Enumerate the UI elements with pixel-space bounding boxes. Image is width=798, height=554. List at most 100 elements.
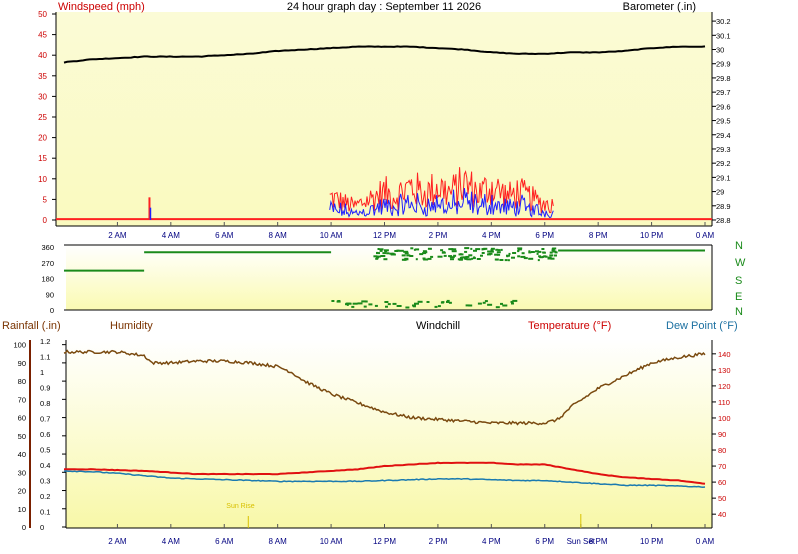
wind-direction-point: [496, 251, 501, 254]
humidity-tick-label: 20: [18, 487, 26, 496]
wind-direction-point: [520, 255, 526, 258]
wind-direction-point: [331, 300, 335, 302]
wind-direction-point: [465, 255, 470, 258]
wind-direction-point: [430, 255, 434, 258]
temperature-tick-label: 50: [718, 494, 726, 503]
barometer-tick-label: 29.9: [716, 60, 731, 69]
wind-direction-point: [363, 305, 367, 308]
rainfall-tick-label: 0.4: [40, 461, 50, 470]
wind-direction-point: [423, 251, 428, 254]
temperature-tick-label: 100: [718, 414, 731, 423]
wind-direction-point: [391, 253, 396, 256]
wind-direction-point: [457, 258, 463, 261]
wind-direction-point: [437, 305, 441, 308]
wind-direction-point: [422, 257, 426, 260]
wind-direction-point: [554, 254, 557, 257]
wind-direction-point: [441, 251, 446, 254]
rainfall-tick-label: 0.9: [40, 384, 50, 393]
wind-direction-point: [506, 254, 510, 257]
wind-direction-point: [500, 302, 503, 305]
wind-direction-point: [394, 250, 399, 252]
sun-rise-label: Sun Rise: [226, 503, 255, 510]
wind-direction-point: [385, 305, 388, 308]
wind-direction-point: [427, 257, 432, 260]
temperature-tick-label: 130: [718, 366, 731, 375]
wind-direction-point: [440, 301, 444, 304]
wind-direction-point: [544, 255, 548, 258]
wind-direction-point: [480, 254, 483, 257]
humidity-line: [63, 349, 706, 426]
wind-direction-point: [451, 248, 457, 251]
windspeed-average-line: [329, 188, 554, 219]
wind-direction-point: [528, 257, 534, 260]
wind-direction-point: [500, 248, 503, 251]
windspeed-axis-label: Windspeed (mph): [58, 1, 145, 13]
barometer-tick-label: 30.2: [716, 17, 731, 26]
wind-direction-point: [521, 252, 525, 255]
bottom-x-tick-label: 2 PM: [429, 537, 448, 546]
bottom-panel-bg: [66, 340, 712, 528]
wind-direction-point: [476, 258, 481, 260]
temperature-line: [63, 461, 706, 485]
wind-direction-point: [398, 249, 404, 252]
humidity-tick-label: 50: [18, 432, 26, 441]
temperature-tick-label: 140: [718, 350, 731, 359]
rainfall-tick-label: 1.2: [40, 337, 50, 346]
top-x-tick-label: 10 AM: [320, 231, 343, 240]
wind-direction-point: [473, 249, 477, 252]
wind-direction-point: [389, 252, 394, 255]
wind-direction-point: [487, 253, 491, 256]
wind-direction-point: [517, 255, 521, 258]
wind-direction-point: [374, 304, 378, 307]
wind-direction-point: [462, 256, 466, 259]
wind-direction-point: [477, 302, 482, 305]
wind-direction-point: [351, 305, 355, 308]
temperature-tick-label: 120: [718, 382, 731, 391]
wind-direction-point: [434, 305, 438, 308]
wind-direction-point: [537, 259, 540, 262]
wind-direction-point: [446, 299, 450, 302]
wind-direction-point: [415, 258, 418, 261]
windspeed-tick-label: 5: [43, 195, 48, 204]
top-x-tick-label: 12 PM: [373, 231, 396, 240]
barometer-tick-label: 28.9: [716, 202, 731, 211]
direction-tick-label: 360: [41, 243, 54, 252]
humidity-tick-label: 0: [22, 523, 26, 532]
windchill-label: Windchill: [416, 320, 460, 332]
wind-direction-point: [482, 301, 486, 304]
wind-direction-point: [465, 304, 470, 307]
temperature-tick-label: 110: [718, 398, 730, 407]
barometer-line: [63, 45, 706, 64]
humidity-tick-label: 60: [18, 414, 26, 423]
compass-label: E: [735, 291, 742, 303]
wind-direction-point: [487, 303, 493, 306]
top-x-tick-label: 6 PM: [535, 231, 554, 240]
wind-direction-point: [481, 252, 485, 254]
wind-direction-point: [538, 255, 542, 258]
direction-tick-label: 90: [46, 290, 54, 299]
top-x-tick-label: 2 AM: [108, 231, 127, 240]
rainfall-tick-label: 0.6: [40, 430, 50, 439]
rainfall-tick-label: 0.3: [40, 477, 50, 486]
wind-direction-point: [552, 250, 557, 253]
wind-direction-point: [468, 304, 473, 307]
direction-tick-label: 270: [41, 259, 54, 268]
wind-direction-point: [528, 251, 532, 254]
wind-direction-point: [382, 252, 387, 255]
wind-direction-point: [417, 300, 423, 303]
wind-direction-point: [423, 258, 429, 261]
wind-direction-point: [427, 247, 432, 250]
wind-direction-point: [410, 247, 414, 250]
humidity-tick-label: 80: [18, 377, 26, 386]
wind-direction-point: [373, 255, 378, 258]
humidity-tick-label: 40: [18, 450, 26, 459]
wind-direction-point: [535, 250, 539, 253]
windspeed-tick-label: 50: [38, 10, 47, 19]
dewpoint-line: [63, 470, 706, 488]
barometer-axis-label: Barometer (.in): [623, 1, 696, 13]
wind-direction-point: [490, 247, 495, 250]
wind-direction-point: [537, 250, 542, 253]
wind-direction-point: [368, 303, 373, 306]
wind-direction-point: [376, 251, 379, 254]
